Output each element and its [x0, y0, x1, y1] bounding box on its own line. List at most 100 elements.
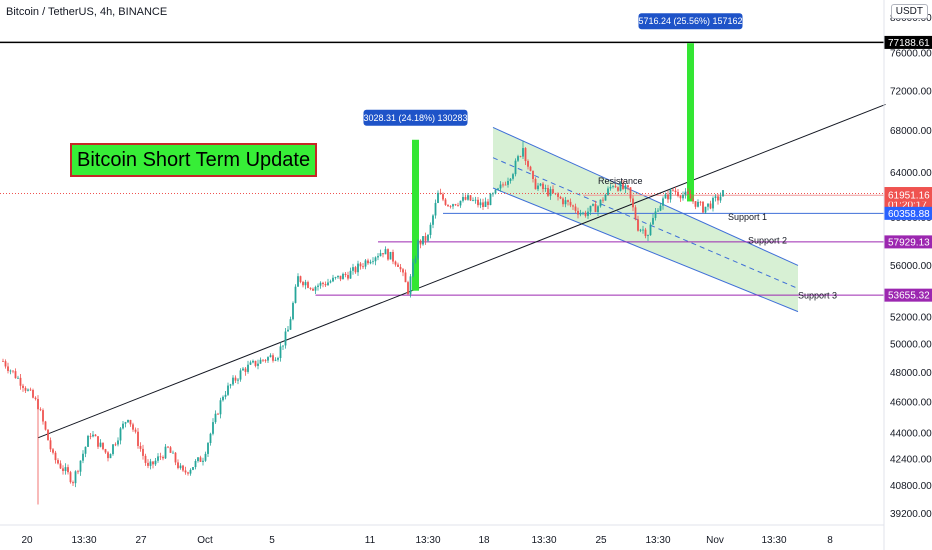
channel-upper-line	[492, 126, 799, 266]
measure-label: 13028.31 (24.18%) 1302831	[358, 113, 472, 123]
candle-body	[529, 166, 532, 171]
candle-body	[667, 194, 669, 200]
candle-body	[132, 424, 134, 430]
candle-body	[447, 204, 449, 207]
candle-body	[24, 387, 27, 391]
candle-body	[299, 276, 302, 282]
candle-body	[569, 201, 572, 206]
candle-body	[174, 452, 177, 463]
candle-body	[4, 361, 7, 367]
candle-body	[632, 198, 634, 208]
candle-body	[37, 399, 39, 410]
candle-body	[87, 435, 89, 447]
candle-body	[602, 199, 604, 201]
candle-body	[197, 457, 199, 461]
candle-body	[487, 201, 489, 206]
currency-badge[interactable]: USDT	[890, 4, 928, 19]
candle-body	[294, 286, 297, 303]
measure-tag	[363, 109, 468, 126]
x-tick-label: 25	[595, 535, 607, 546]
candle-body	[42, 410, 44, 422]
y-tick-label: 44000.00	[890, 429, 932, 440]
candle-body	[422, 236, 424, 245]
price-tag-label: 53655.32	[888, 291, 930, 302]
candle-body	[274, 359, 277, 361]
candle-body	[234, 377, 237, 381]
y-tick-label: 48000.00	[890, 368, 932, 379]
measure-bar	[687, 43, 694, 202]
candle-body	[154, 460, 157, 465]
candle-body	[99, 442, 102, 447]
candle-body	[702, 201, 704, 213]
candle-body	[227, 385, 229, 395]
candle-body	[327, 282, 329, 286]
x-tick-label: 13:30	[645, 535, 670, 546]
candle-body	[404, 272, 407, 283]
measure-label: 15716.24 (25.56%) 1571624	[633, 16, 747, 26]
candle-body	[212, 422, 214, 434]
candle-body	[662, 198, 664, 206]
candle-body	[259, 359, 262, 364]
candle-body	[317, 285, 319, 287]
candle-body	[302, 281, 304, 286]
candle-body	[527, 161, 529, 167]
candle-body	[254, 360, 257, 366]
candle-body	[292, 302, 294, 320]
candle-body	[262, 359, 264, 361]
candle-body	[677, 192, 679, 196]
candle-body	[284, 331, 287, 346]
candle-body	[669, 189, 672, 200]
measurements: 13028.31 (24.18%) 1302831 15716.24 (25.56…	[358, 13, 748, 291]
candle-body	[652, 217, 654, 225]
candle-body	[337, 275, 339, 278]
candle-body	[9, 370, 12, 372]
candle-body	[224, 394, 227, 397]
y-tick-label: 68000.00	[890, 126, 932, 137]
candle-body	[612, 186, 614, 187]
annotation-title: Bitcoin Short Term Update	[70, 143, 318, 177]
candle-body	[412, 262, 414, 277]
candle-body	[519, 156, 522, 157]
candle-body	[57, 460, 59, 464]
candle-body	[654, 211, 657, 218]
candle-body	[437, 192, 439, 203]
candle-body	[524, 148, 527, 162]
candle-body	[434, 202, 437, 216]
candle-body	[607, 188, 609, 195]
x-tick-label: Oct	[197, 535, 213, 546]
candle-body	[439, 192, 442, 195]
candle-body	[709, 203, 712, 209]
candle-body	[34, 397, 37, 400]
candle-body	[149, 461, 152, 466]
y-tick-label: 46000.00	[890, 398, 932, 409]
candle-body	[499, 184, 502, 189]
candle-body	[334, 277, 337, 278]
candle-body	[257, 363, 259, 366]
candle-body	[584, 212, 587, 216]
candle-body	[247, 364, 249, 372]
candle-body	[697, 201, 699, 207]
candle-body	[682, 194, 684, 199]
candle-body	[549, 189, 552, 196]
price-tag	[884, 35, 932, 49]
candle-body	[484, 201, 487, 208]
candle-body	[229, 384, 232, 386]
candle-body	[297, 276, 299, 287]
candle-body	[374, 257, 377, 262]
candle-body	[47, 429, 49, 441]
candle-body	[222, 396, 224, 401]
candle-body	[419, 240, 422, 245]
candle-body	[387, 249, 389, 260]
candle-body	[639, 229, 642, 231]
candle-body	[347, 274, 349, 279]
channel-fill	[493, 127, 798, 312]
candle-body	[144, 455, 147, 463]
candle-body	[209, 433, 212, 444]
price-tag	[884, 188, 932, 202]
candle-body	[542, 183, 544, 190]
candle-body	[82, 453, 84, 461]
candle-body	[502, 184, 504, 186]
candle-body	[272, 355, 274, 361]
candle-body	[474, 199, 477, 201]
